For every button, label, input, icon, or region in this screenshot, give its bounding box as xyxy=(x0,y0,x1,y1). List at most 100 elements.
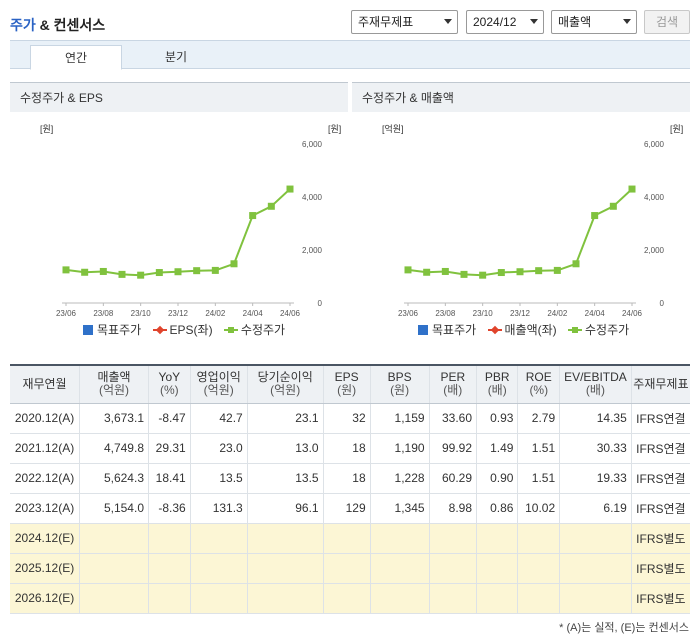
price-data-point xyxy=(286,185,294,193)
price-series-line xyxy=(65,188,291,277)
table-cell xyxy=(559,583,632,614)
table-cell xyxy=(190,553,248,584)
table-cell: 2021.12(A) xyxy=(10,433,81,464)
table-cell: 2026.12(E) xyxy=(10,583,81,614)
table-cell: 2023.12(A) xyxy=(10,493,81,524)
statement-type-value: 주재무제표 xyxy=(358,15,414,29)
column-header: YoY (%) xyxy=(148,364,191,404)
table-cell xyxy=(323,583,371,614)
tab-annual[interactable]: 연간 xyxy=(30,45,122,70)
financial-table: 재무연월 매출액 (억원) YoY (%) 영업이익 (억원) 당기순이익 (억원) EPS (원)… xyxy=(10,364,690,614)
x-tick-label: 23/08 xyxy=(435,309,456,318)
column-header-label: ROE xyxy=(525,370,552,385)
table-cell xyxy=(79,583,149,614)
table-cell: 13.5 xyxy=(247,463,324,494)
price-revenue-chart: [억원] [원] 6,000 4,000 2,000 0 23/06 23/08 23/10 23… xyxy=(382,123,683,318)
table-cell: 0.90 xyxy=(476,463,519,494)
column-header-unit: (배) xyxy=(443,383,463,398)
table-cell: IFRS별도 xyxy=(631,583,690,614)
table-cell: 2022.12(A) xyxy=(10,463,81,494)
x-tick-label: 24/06 xyxy=(280,309,301,318)
x-tick-label: 24/04 xyxy=(243,309,264,318)
table-cell: 8.98 xyxy=(429,493,478,524)
table-cell: 18 xyxy=(323,433,371,464)
x-tick-label: 23/06 xyxy=(398,309,419,318)
price-data-point xyxy=(516,268,524,276)
price-data-point xyxy=(137,271,145,279)
revenue-legend-marker xyxy=(487,325,502,335)
table-cell: IFRS연결 xyxy=(631,493,690,524)
column-header: 당기순이익 (억원) xyxy=(247,364,324,404)
column-header: 주재무제표 xyxy=(631,364,690,404)
column-header: PBR (배) xyxy=(476,364,519,404)
column-header-unit: (억원) xyxy=(203,383,234,398)
table-cell: 23.0 xyxy=(190,433,248,464)
y-tick-label: 2,000 xyxy=(644,246,665,255)
table-cell xyxy=(517,553,561,584)
table-cell: 19.33 xyxy=(559,463,632,494)
left-axis-unit: [원] xyxy=(40,124,53,134)
y-tick-label: 4,000 xyxy=(302,193,323,202)
column-header: ROE (%) xyxy=(517,364,561,404)
period-select[interactable]: 2024/12 xyxy=(466,10,544,34)
column-header: 매출액 (억원) xyxy=(79,364,149,404)
table-cell xyxy=(429,523,478,554)
table-cell xyxy=(323,553,371,584)
table-row: 2020.12(A) 3,673.1 -8.47 42.7 23.1 32 1,159 33.… xyxy=(10,403,690,434)
column-header-label: 재무연월 xyxy=(22,376,67,391)
column-header-unit: (배) xyxy=(487,383,507,398)
table-cell xyxy=(517,583,561,614)
table-cell xyxy=(429,583,478,614)
table-cell: 5,154.0 xyxy=(79,493,149,524)
table-header-row: 재무연월 매출액 (억원) YoY (%) 영업이익 (억원) 당기순이익 (억원) EPS (원)… xyxy=(10,364,690,404)
table-cell: 129 xyxy=(323,493,371,524)
table-cell xyxy=(148,553,191,584)
column-header-unit: (억원) xyxy=(98,383,130,398)
search-button[interactable]: 검색 xyxy=(644,10,690,34)
table-cell: 2.79 xyxy=(517,403,561,434)
table-cell: IFRS연결 xyxy=(631,403,690,434)
table-row: 2026.12(E) IFRS별도 xyxy=(10,583,690,614)
price-data-point xyxy=(99,267,107,275)
table-cell: 1.51 xyxy=(517,433,561,464)
table-body: 2020.12(A) 3,673.1 -8.47 42.7 23.1 32 1,159 33.… xyxy=(10,403,690,614)
price-data-point xyxy=(155,269,163,277)
chart-legend: 목표주가 매출액(좌) 수정주가 xyxy=(418,321,629,338)
table-cell: 23.1 xyxy=(247,403,324,434)
price-legend-marker xyxy=(568,325,583,335)
tab-quarterly[interactable]: 분기 xyxy=(164,50,188,64)
table-cell: 14.35 xyxy=(559,403,632,434)
table-cell xyxy=(247,583,324,614)
x-tick-label: 24/06 xyxy=(622,309,643,318)
statement-type-select[interactable]: 주재무제표 xyxy=(351,10,458,34)
table-cell: 2024.12(E) xyxy=(10,523,81,554)
price-data-point xyxy=(81,268,89,276)
price-data-point xyxy=(535,267,543,275)
table-cell: 3,673.1 xyxy=(79,403,149,434)
metric-select[interactable]: 매출액 xyxy=(551,10,637,34)
title-rest: & 컨센서스 xyxy=(39,17,106,33)
x-tick-label: 23/10 xyxy=(473,309,494,318)
table-cell xyxy=(323,523,371,554)
column-header-label: 영업이익 xyxy=(196,370,241,385)
chart-panel-revenue: 수정주가 & 매출액 [억원] [원] 6,000 4,000 2,000 0 23/06 2… xyxy=(352,82,690,342)
column-header-label: EV/EBITDA xyxy=(564,370,627,385)
column-header-label: 당기순이익 xyxy=(257,370,313,385)
table-cell: 18.41 xyxy=(148,463,191,494)
right-axis-unit: [원] xyxy=(328,124,341,134)
target-price-legend-marker xyxy=(418,324,428,335)
table-row: 2024.12(E) IFRS별도 xyxy=(10,523,690,554)
column-header: BPS (원) xyxy=(370,364,430,404)
column-header-unit: (%) xyxy=(529,383,549,398)
price-data-point xyxy=(404,266,412,274)
table-cell: -8.36 xyxy=(148,493,191,524)
table-cell xyxy=(559,553,632,584)
column-header-label: 주재무제표 xyxy=(633,376,689,391)
chart-legend: 목표주가 EPS(좌) 수정주가 xyxy=(83,321,285,338)
table-cell: IFRS별도 xyxy=(631,523,690,554)
table-cell: 4,749.8 xyxy=(79,433,149,464)
column-header-label: EPS xyxy=(334,370,359,385)
x-tick-label: 23/12 xyxy=(168,309,189,318)
legend-label: 수정주가 xyxy=(240,323,286,337)
table-cell: 30.33 xyxy=(559,433,632,464)
